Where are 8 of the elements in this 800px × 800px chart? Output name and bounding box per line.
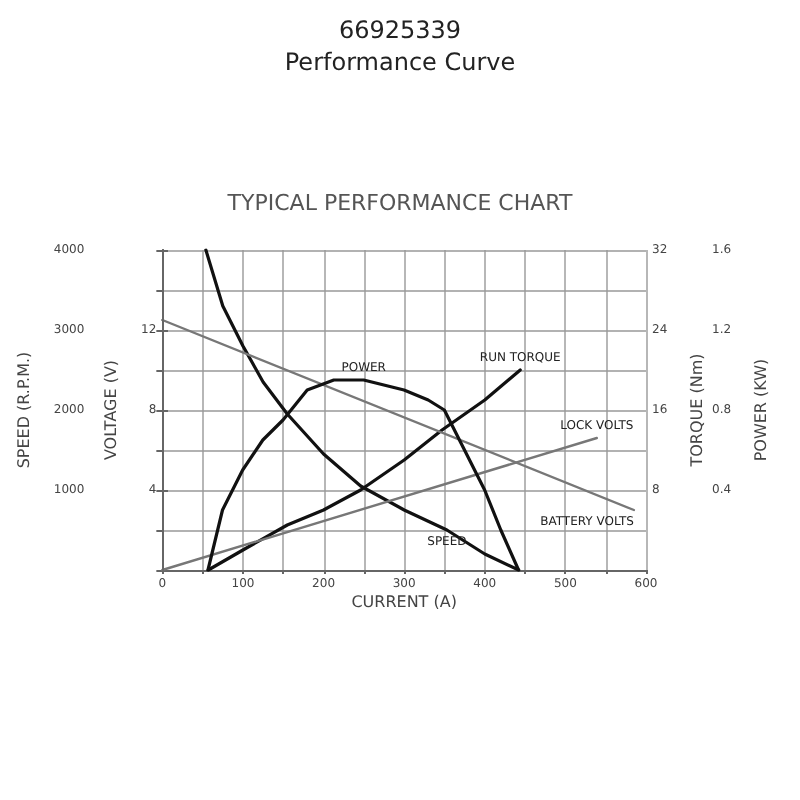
y-axis-title: SPEED (R.P.M.): [15, 351, 33, 469]
y-axis-title: POWER (KW): [751, 358, 770, 462]
chart-title: 66925339: [338, 16, 462, 44]
chart-subtitle: Performance Curve: [284, 48, 516, 76]
x-axis-title: CURRENT (A): [351, 593, 457, 611]
text: TYPICAL PERFORMANCE CHART: [225, 190, 573, 216]
y3-axis-title: TORQUE (Nm): [688, 353, 707, 469]
y2-axis-title: VOLTAGE (V): [102, 359, 121, 461]
